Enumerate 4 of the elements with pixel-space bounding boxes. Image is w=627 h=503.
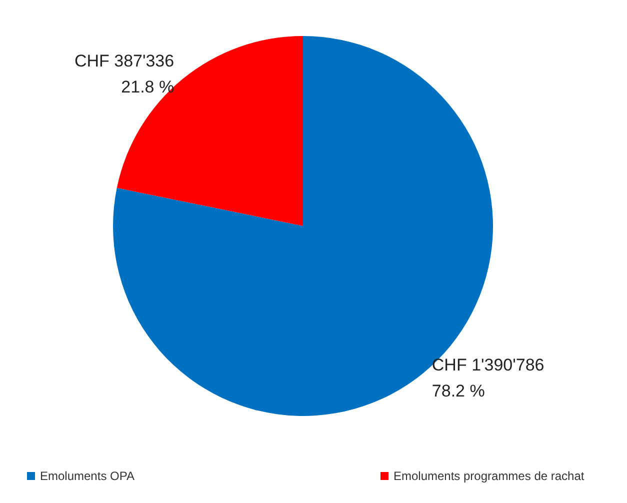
legend-label: Emoluments OPA (40, 469, 134, 483)
data-label: CHF 1'390'786 78.2 % (432, 355, 544, 400)
data-label: CHF 387'336 21.8 % (74, 52, 174, 97)
legend-label: Emoluments programmes de rachat (393, 469, 585, 483)
